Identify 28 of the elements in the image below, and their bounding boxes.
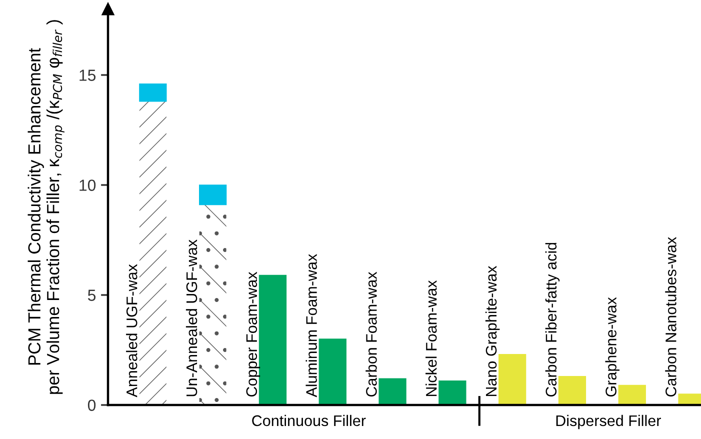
x-tick-label: Un-Annealed UGF-wax [186,240,198,396]
bar [558,376,586,405]
x-tick-label: Carbon Fiber-fatty acid [545,242,560,397]
bar [139,101,166,405]
x-tick-label: Copper Foam-wax [246,272,260,397]
text: Dispersed Filler [556,414,661,430]
x-tick-label: Nano Graphite-wax [485,266,500,396]
x-tick-label: Nickel Foam-wax [426,280,437,396]
text: Continuous Filler [252,414,366,426]
bar [438,380,466,405]
bar [258,274,287,405]
bar [198,184,227,206]
bar [318,338,346,405]
bar [498,354,526,405]
bar [618,384,646,405]
y-tick-label: 10 [80,180,96,191]
bar [378,378,406,405]
x-tick-label: Carbon Nanotubes-wax [665,236,676,397]
y-tick-label: 15 [80,70,96,81]
y-tick-label: 0 [88,400,96,411]
x-tick-label: Aluminum Foam-wax [306,254,317,398]
bar [139,83,167,102]
x-tick-label: Graphene-wax [605,297,620,397]
x-tick-label: Annealed UGF-wax [126,264,138,398]
x-tick-label: Carbon Foam-wax [366,272,377,397]
y-tick-label: 5 [88,290,96,301]
y-axis-title: PCM Thermal Conductivity Enhancement per Volume Fraction of Filler, κ$_{comp}$ /(κ$_{PCM}$ φ$_{filler}$ ) [28,20,64,394]
bar [199,204,226,405]
